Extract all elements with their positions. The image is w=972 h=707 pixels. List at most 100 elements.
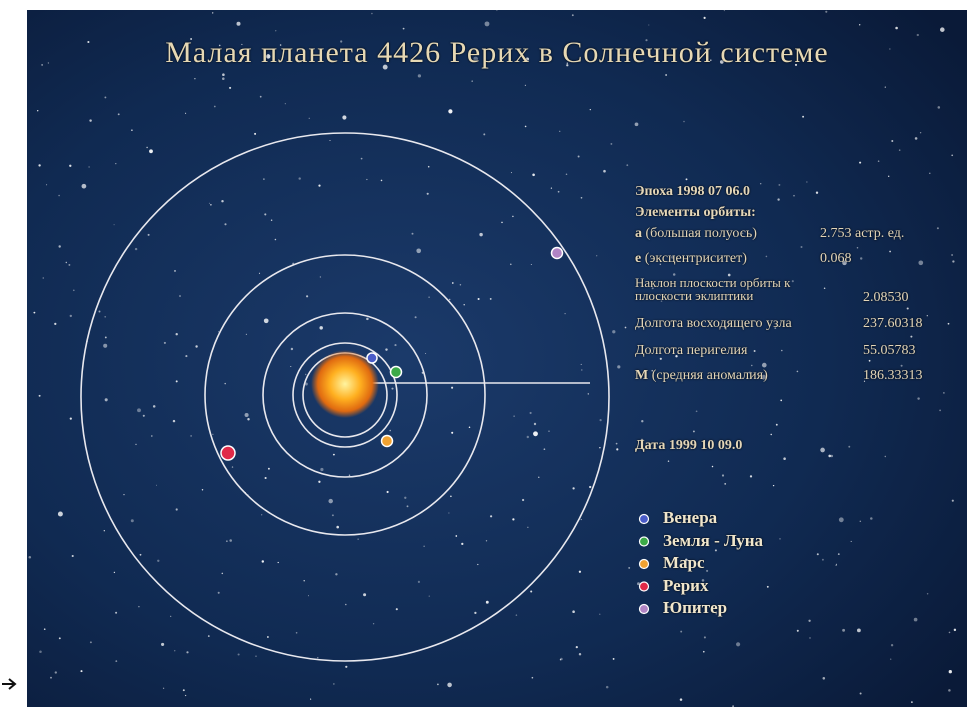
star	[927, 593, 928, 594]
star	[686, 178, 688, 180]
star	[226, 540, 227, 541]
star	[917, 397, 919, 399]
element-label: (большая полуось)	[646, 226, 757, 241]
star	[373, 623, 374, 624]
star	[412, 233, 414, 235]
star	[245, 413, 249, 417]
star	[264, 318, 269, 323]
star	[890, 658, 891, 659]
star	[680, 631, 682, 633]
star	[848, 446, 850, 448]
planet	[391, 367, 402, 378]
star	[138, 606, 140, 608]
star	[381, 180, 383, 182]
star	[157, 560, 159, 562]
star	[825, 11, 827, 13]
page: {"title": "Малая планета 4426 Рерих в Со…	[0, 0, 972, 707]
star	[513, 415, 514, 416]
star	[612, 330, 615, 333]
star	[939, 410, 941, 412]
star	[878, 160, 880, 162]
star	[781, 350, 783, 352]
star	[173, 420, 175, 422]
star	[948, 323, 950, 325]
star	[635, 122, 639, 126]
star	[754, 350, 756, 352]
star	[463, 304, 464, 305]
star	[363, 593, 366, 596]
star	[471, 80, 473, 82]
star	[455, 535, 457, 537]
star	[271, 219, 272, 220]
star	[566, 173, 568, 175]
star	[776, 424, 778, 426]
star	[305, 374, 306, 375]
star	[429, 596, 430, 597]
star	[394, 344, 396, 346]
star	[29, 556, 32, 559]
star	[285, 103, 286, 104]
star	[625, 327, 627, 329]
epoch: Эпоха 1998 07 06.0	[635, 184, 750, 200]
star	[949, 670, 952, 673]
star	[366, 318, 369, 321]
star	[336, 526, 339, 529]
star	[428, 166, 430, 168]
star	[451, 387, 453, 389]
star	[291, 348, 293, 350]
star	[366, 179, 367, 180]
star	[474, 612, 476, 614]
star	[148, 234, 150, 236]
star	[72, 555, 74, 557]
star	[416, 248, 421, 253]
legend-label: Венера	[663, 508, 717, 528]
planet	[221, 446, 235, 460]
star	[264, 213, 266, 215]
star	[901, 365, 903, 367]
star	[779, 538, 780, 539]
star	[452, 282, 454, 284]
star	[693, 430, 695, 432]
star	[770, 434, 771, 435]
star	[237, 22, 241, 26]
star	[424, 546, 425, 547]
star	[218, 331, 219, 332]
star	[59, 637, 61, 639]
star	[576, 646, 578, 648]
star	[115, 612, 117, 614]
star	[254, 133, 256, 135]
star	[943, 392, 945, 394]
star	[329, 140, 330, 141]
star	[859, 24, 860, 25]
element-label: Долгота перигелия	[635, 343, 747, 359]
star	[548, 431, 549, 432]
element-value: 0.068	[820, 251, 852, 267]
star	[332, 514, 334, 516]
star	[929, 173, 930, 174]
star	[389, 430, 391, 432]
star	[911, 701, 913, 703]
star	[859, 162, 861, 164]
star	[247, 418, 249, 420]
star	[33, 312, 35, 314]
element-label: Наклон плоскости орбиты к плоскости экли…	[635, 276, 815, 302]
star	[151, 435, 153, 437]
star	[80, 670, 82, 672]
star	[176, 508, 178, 510]
star	[371, 13, 373, 15]
star	[525, 126, 527, 128]
star	[486, 540, 487, 541]
star	[333, 683, 334, 684]
element-value: 2.08530	[863, 290, 909, 306]
star	[888, 176, 889, 177]
star	[259, 273, 260, 274]
star	[202, 489, 203, 490]
star	[104, 316, 106, 318]
star	[186, 651, 188, 653]
star	[114, 572, 115, 573]
star	[418, 581, 420, 583]
star	[532, 677, 534, 679]
star	[948, 689, 951, 692]
arrow-icon	[2, 679, 15, 689]
star	[308, 595, 309, 596]
